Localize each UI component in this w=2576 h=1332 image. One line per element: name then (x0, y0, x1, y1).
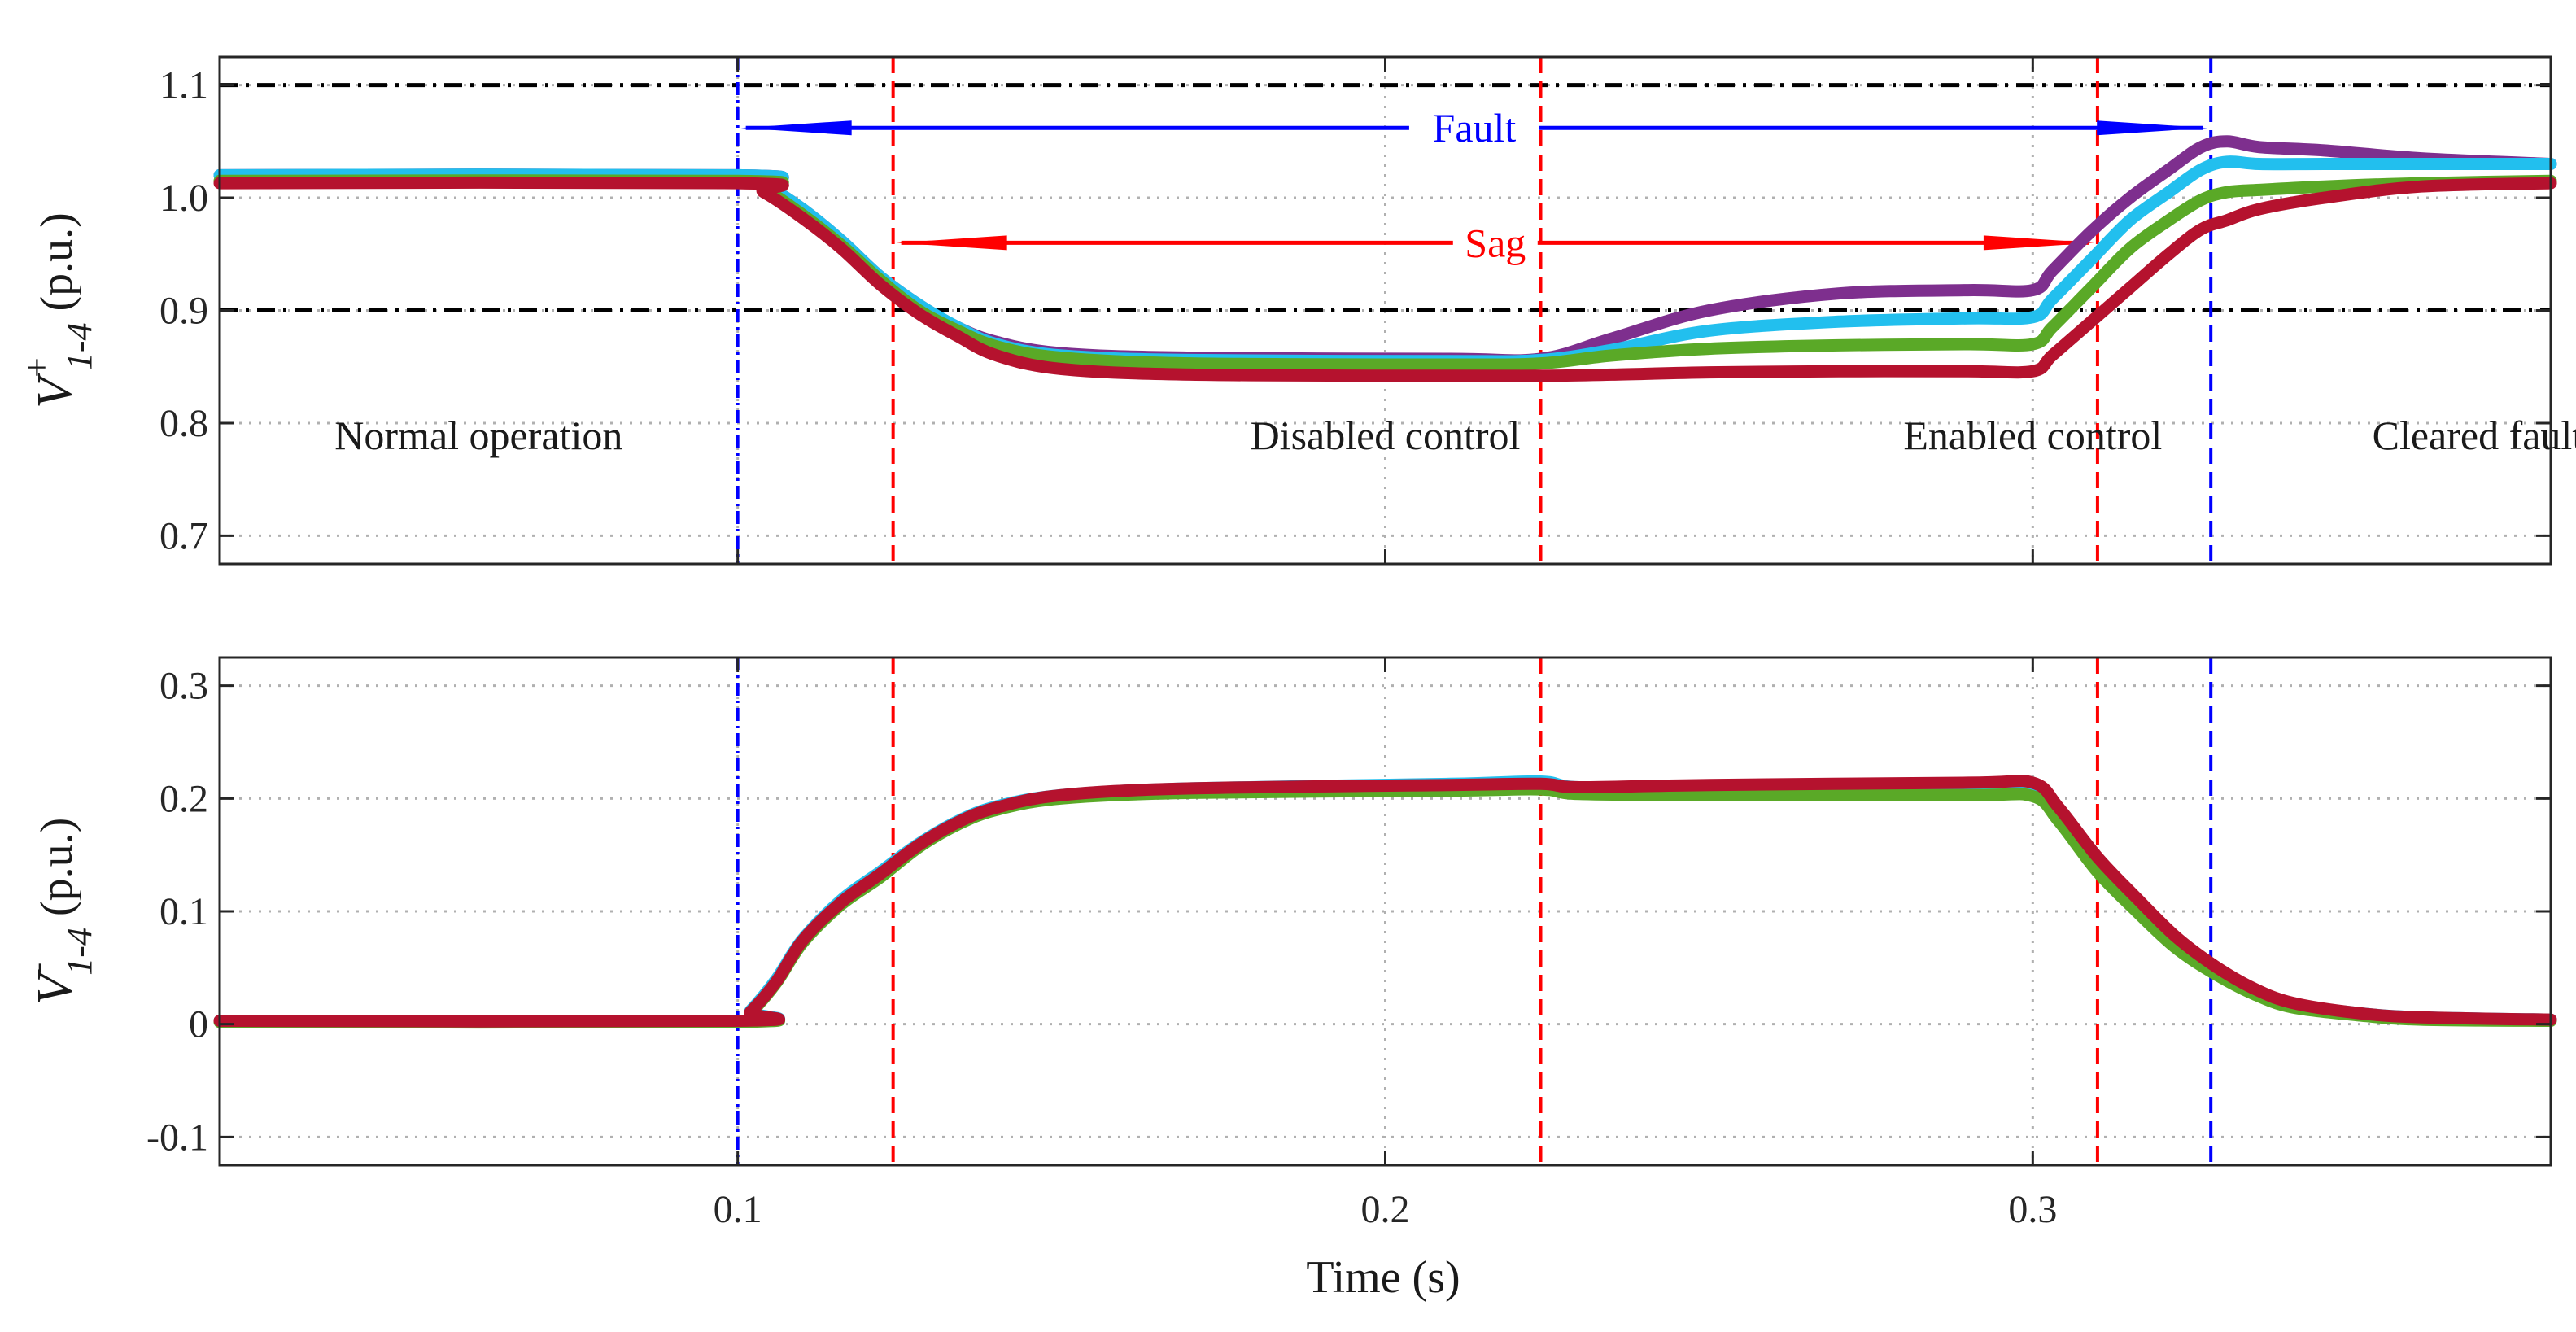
y-tick-label: 1.0 (159, 177, 208, 220)
series-line-V4 (213, 176, 2557, 382)
y-axis-label: V+1-4 (p.u.) (17, 212, 99, 408)
y-axis-label-sub: 1-4 (59, 322, 99, 370)
region-label: Cleared fault (2373, 413, 2576, 458)
y-axis-label-main: V (28, 969, 83, 1005)
region-label: Enabled control (1903, 413, 2162, 458)
arrow-head-right (2097, 120, 2208, 136)
series-line-V3 (213, 775, 2557, 1028)
bottom-panel: -0.1 0 0.1 0.2 0.3 0.1 0.2 0.3 V-1-4 (p.u.) (17, 656, 2557, 1231)
y-tick-label: 0.7 (159, 514, 208, 557)
y-tick-label: 0.8 (159, 402, 208, 445)
y-axis-label-unit: (p.u.) (32, 212, 82, 311)
y-tick-label: 0.9 (159, 290, 208, 333)
y-axis-label-sup: + (17, 357, 57, 378)
arrow-head-left (740, 120, 852, 136)
y-tick-label: -0.1 (146, 1116, 208, 1159)
y-tick-label: 0.3 (159, 665, 208, 708)
y-tick-label: 1.1 (159, 64, 208, 107)
x-tick-label: 0.3 (2008, 1188, 2057, 1231)
y-tick-label: 0.1 (159, 890, 208, 933)
y-tick-label: 0 (189, 1003, 208, 1046)
y-axis-label-sub: 1-4 (59, 928, 99, 976)
y-axis-label-sup: - (17, 963, 57, 975)
region-label: Disabled control (1251, 413, 1521, 458)
x-tick-label: 0.1 (714, 1188, 762, 1231)
region-label: Normal operation (334, 413, 622, 458)
x-tick-label: 0.2 (1361, 1188, 1410, 1231)
arrow-head-left (896, 235, 1007, 251)
y-axis-label: V-1-4 (p.u.) (17, 818, 99, 1005)
y-axis-label-main: V (28, 373, 83, 408)
arrow-head-right (1983, 235, 2094, 251)
top-panel: Fault Sag Normal operation Disabled control… (17, 55, 2576, 566)
x-axis-label: Time (s) (1306, 1252, 1460, 1303)
y-axis-label-unit: (p.u.) (32, 818, 82, 916)
y-tick-label: 0.2 (159, 777, 208, 820)
interval-label: Sag (1465, 220, 1526, 265)
interval-label: Fault (1433, 105, 1517, 151)
